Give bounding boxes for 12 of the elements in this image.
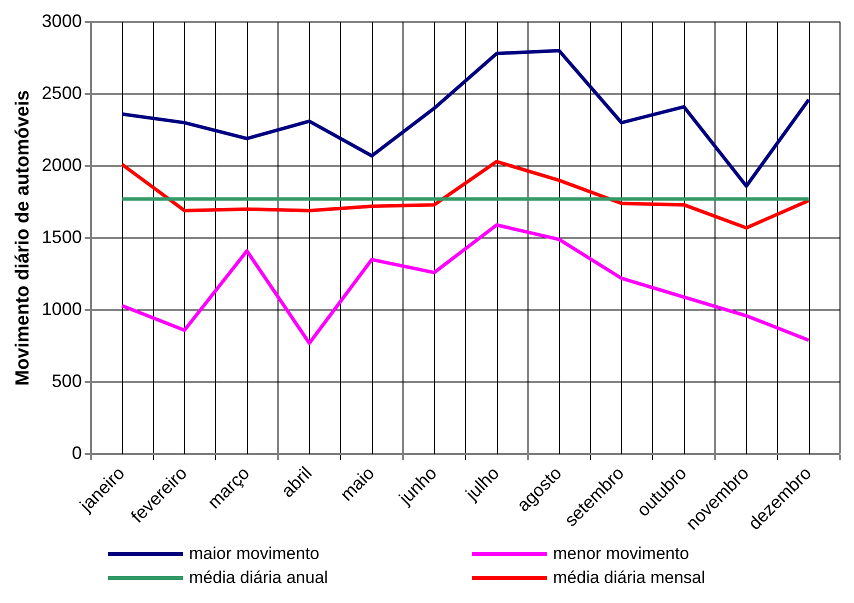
y-tick-label: 500 bbox=[52, 371, 82, 392]
legend-label: média diária mensal bbox=[553, 568, 706, 588]
y-tick-label: 2000 bbox=[42, 154, 82, 175]
y-tick-label: 1000 bbox=[42, 298, 82, 319]
legend-label: média diária anual bbox=[189, 568, 328, 588]
legend-label: maior movimento bbox=[189, 544, 320, 564]
y-tick-label: 0 bbox=[72, 443, 82, 464]
legend-label: menor movimento bbox=[553, 544, 690, 564]
y-tick-label: 3000 bbox=[42, 10, 82, 31]
y-tick-label: 2500 bbox=[42, 82, 82, 103]
y-tick-label: 1500 bbox=[42, 226, 82, 247]
y-axis-title: Movimento diário de automóveis bbox=[12, 90, 34, 386]
